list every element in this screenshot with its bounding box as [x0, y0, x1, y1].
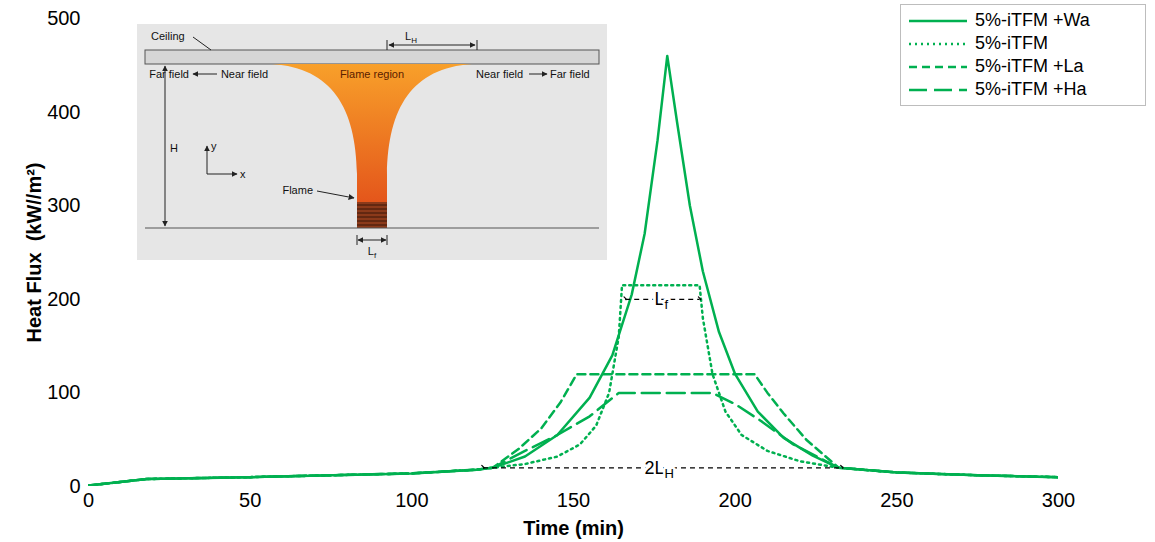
svg-text:Near field: Near field: [476, 68, 523, 80]
svg-text:Near field: Near field: [221, 68, 268, 80]
html-text:5%-iTFM +La: 5%-iTFM +La: [975, 56, 1084, 76]
svg-text:0: 0: [83, 489, 94, 511]
svg-text:300: 300: [1042, 489, 1075, 511]
svg-text:100: 100: [395, 489, 428, 511]
svg-text:Flame: Flame: [282, 184, 313, 196]
html-text:5%-iTFM +Ha: 5%-iTFM +Ha: [975, 79, 1087, 99]
svg-text:Flame region: Flame region: [340, 68, 404, 80]
svg-text:300: 300: [47, 194, 80, 216]
svg-text:200: 200: [47, 288, 80, 310]
svg-text:200: 200: [718, 489, 751, 511]
svg-text:0: 0: [69, 475, 80, 497]
svg-text:f: f: [664, 297, 668, 312]
svg-text:400: 400: [47, 101, 80, 123]
svg-text:500: 500: [47, 7, 80, 29]
svg-text:250: 250: [880, 489, 913, 511]
svg-text:Far field: Far field: [550, 68, 590, 80]
svg-text:Time (min): Time (min): [523, 517, 624, 539]
svg-text:Ceiling: Ceiling: [151, 30, 185, 42]
svg-text:Lf: Lf: [368, 245, 377, 260]
html-text:5%-iTFM: 5%-iTFM: [975, 33, 1048, 53]
svg-text:150: 150: [557, 489, 590, 511]
svg-text:y: y: [211, 140, 217, 152]
svg-text:Heat Flux (kW//m²): Heat Flux (kW//m²): [23, 162, 45, 342]
svg-text:H: H: [664, 466, 673, 481]
svg-text:Far field: Far field: [149, 68, 189, 80]
svg-text:L: L: [654, 289, 664, 309]
svg-text:100: 100: [47, 381, 80, 403]
svg-text:LH: LH: [405, 30, 417, 45]
svg-text:H: H: [170, 142, 178, 154]
svg-text:2L: 2L: [644, 458, 664, 478]
html-text:5%-iTFM +Wa: 5%-iTFM +Wa: [975, 10, 1090, 30]
svg-text:x: x: [240, 168, 246, 180]
svg-text:50: 50: [239, 489, 261, 511]
